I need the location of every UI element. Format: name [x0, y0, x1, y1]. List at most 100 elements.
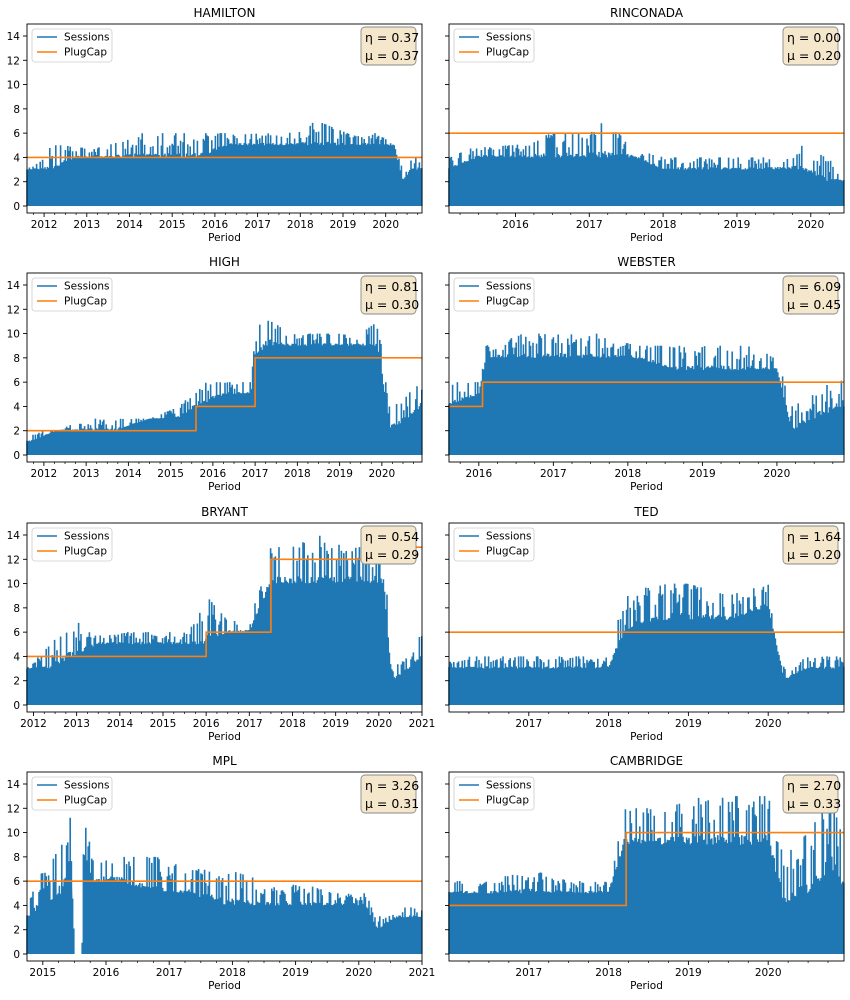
- xtick-label: 2014: [115, 468, 142, 480]
- stats-annotation: η = 6.09 μ = 0.45: [782, 275, 841, 315]
- ytick-label: 2: [13, 925, 20, 937]
- stat-mu: μ = 0.20: [787, 547, 841, 562]
- stats-box: [360, 26, 417, 66]
- stats-box: [782, 26, 839, 66]
- legend-label-plugcap: PlugCap: [64, 47, 107, 59]
- subplot-hamilton: HAMILTON 0 2 4 6 8 10 12 14 2012 2013 2014 2015 2016 2…: [7, 6, 423, 244]
- ytick-label: 8: [13, 603, 20, 615]
- stats-box: [782, 525, 839, 565]
- xtick-label: 2019: [282, 967, 309, 979]
- legend-label-plugcap: PlugCap: [486, 795, 529, 807]
- ytick-label: 14: [7, 779, 21, 791]
- xtick-label: 2020: [365, 718, 392, 730]
- xtick-label: 2017: [576, 219, 603, 231]
- xtick-label: 2018: [650, 219, 677, 231]
- subplot-ted: TED 2017 2018 2019 2020 Period Sessions PlugCap…: [445, 505, 845, 743]
- legend-label-sessions: Sessions: [64, 780, 110, 792]
- xtick-label: 2019: [689, 468, 716, 480]
- ytick-label: 10: [7, 828, 20, 840]
- x-axis-label: Period: [630, 980, 663, 992]
- legend-label-plugcap: PlugCap: [486, 47, 529, 59]
- sessions-area: [27, 860, 73, 954]
- stat-mu: μ = 0.45: [787, 297, 841, 312]
- xtick-label: 2013: [73, 468, 100, 480]
- stat-eta: η = 0.00: [787, 30, 841, 45]
- xtick-label: 2018: [287, 219, 314, 231]
- stats-annotation: η = 0.00 μ = 0.20: [782, 26, 841, 66]
- subplot-title: HAMILTON: [194, 6, 256, 20]
- ytick-label: 2: [13, 426, 20, 438]
- ytick-label: 2: [13, 676, 20, 688]
- xtick-label: 2017: [515, 718, 542, 730]
- ytick-label: 6: [13, 377, 20, 389]
- stat-eta: η = 0.81: [365, 279, 419, 294]
- stat-mu: μ = 0.31: [365, 796, 419, 811]
- stat-mu: μ = 0.37: [365, 48, 419, 63]
- legend: Sessions PlugCap: [31, 277, 113, 312]
- subplot-title: TED: [633, 505, 658, 519]
- legend-label-sessions: Sessions: [486, 281, 532, 293]
- xtick-label: 2020: [755, 718, 782, 730]
- ytick-label: 14: [7, 280, 21, 292]
- xtick-label: 2016: [502, 219, 529, 231]
- sessions-area: [27, 348, 421, 455]
- subplot-bryant: BRYANT 0 2 4 6 8 10 12 14 2012 2013 2014 2015 2016 201…: [7, 505, 436, 743]
- legend: Sessions PlugCap: [453, 28, 535, 63]
- x-axis-label: Period: [208, 481, 241, 493]
- xtick-label: 2017: [540, 468, 567, 480]
- xtick-label: 2018: [595, 718, 622, 730]
- subplot-webster: WEBSTER 2016 2017 2018 2019 2020 Period Session…: [445, 255, 845, 493]
- subplot-title: CAMBRIDGE: [610, 754, 683, 768]
- stat-mu: μ = 0.29: [365, 547, 419, 562]
- stat-eta: η = 0.37: [365, 30, 419, 45]
- stat-mu: μ = 0.20: [787, 48, 841, 63]
- legend-label-sessions: Sessions: [486, 32, 532, 44]
- ytick-label: 4: [13, 900, 20, 912]
- stats-box: [360, 525, 417, 565]
- xtick-label: 2019: [330, 219, 357, 231]
- stat-mu: μ = 0.30: [365, 297, 419, 312]
- legend: Sessions PlugCap: [31, 776, 113, 811]
- stats-box: [360, 275, 417, 315]
- xtick-label: 2016: [193, 718, 220, 730]
- subplot-title: RINCONADA: [610, 6, 684, 20]
- legend-label-plugcap: PlugCap: [64, 795, 107, 807]
- legend-label-sessions: Sessions: [486, 531, 532, 543]
- xtick-label: 2017: [242, 468, 269, 480]
- legend-label-plugcap: PlugCap: [64, 546, 107, 558]
- sessions-area: [449, 847, 843, 954]
- stat-eta: η = 0.54: [365, 529, 419, 544]
- xtick-label: 2020: [797, 219, 824, 231]
- stat-eta: η = 6.09: [787, 279, 841, 294]
- ytick-label: 8: [13, 852, 20, 864]
- ytick-label: 10: [7, 579, 20, 591]
- xtick-label: 2015: [157, 468, 184, 480]
- stat-eta: η = 3.26: [365, 778, 419, 793]
- axes-frame: [448, 522, 845, 713]
- subplot-high: HIGH 0 2 4 6 8 10 12 14 2012 2013 2014 2015 2016 2017 2…: [7, 255, 423, 493]
- legend-label-sessions: Sessions: [64, 531, 110, 543]
- ytick-label: 12: [7, 304, 20, 316]
- xtick-label: 2014: [106, 718, 133, 730]
- ytick-label: 0: [13, 700, 20, 712]
- x-axis-label: Period: [208, 731, 241, 743]
- xtick-label: 2016: [202, 219, 229, 231]
- xtick-label: 2020: [755, 967, 782, 979]
- axes-frame: [26, 522, 423, 713]
- xtick-label: 2021: [409, 718, 436, 730]
- legend: Sessions PlugCap: [453, 527, 535, 562]
- subplot-rinconada: RINCONADA 2016 2017 2018 2019 2020 Period Sessi…: [445, 6, 845, 244]
- xtick-label: 2021: [409, 967, 436, 979]
- ytick-label: 10: [7, 329, 20, 341]
- stats-annotation: η = 0.37 μ = 0.37: [360, 26, 419, 66]
- xtick-label: 2015: [159, 219, 186, 231]
- legend: Sessions PlugCap: [453, 277, 535, 312]
- xtick-label: 2014: [116, 219, 143, 231]
- stats-annotation: η = 1.64 μ = 0.20: [782, 525, 841, 565]
- x-axis-label: Period: [208, 232, 241, 244]
- subplot-mpl: MPL 0 2 4 6 8 10 12 14 2015 2016 2017 2018 2019 2020 20…: [7, 754, 436, 992]
- legend: Sessions PlugCap: [31, 28, 113, 63]
- xtick-label: 2018: [284, 468, 311, 480]
- sessions-area: [449, 360, 843, 455]
- axes-frame: [26, 771, 423, 962]
